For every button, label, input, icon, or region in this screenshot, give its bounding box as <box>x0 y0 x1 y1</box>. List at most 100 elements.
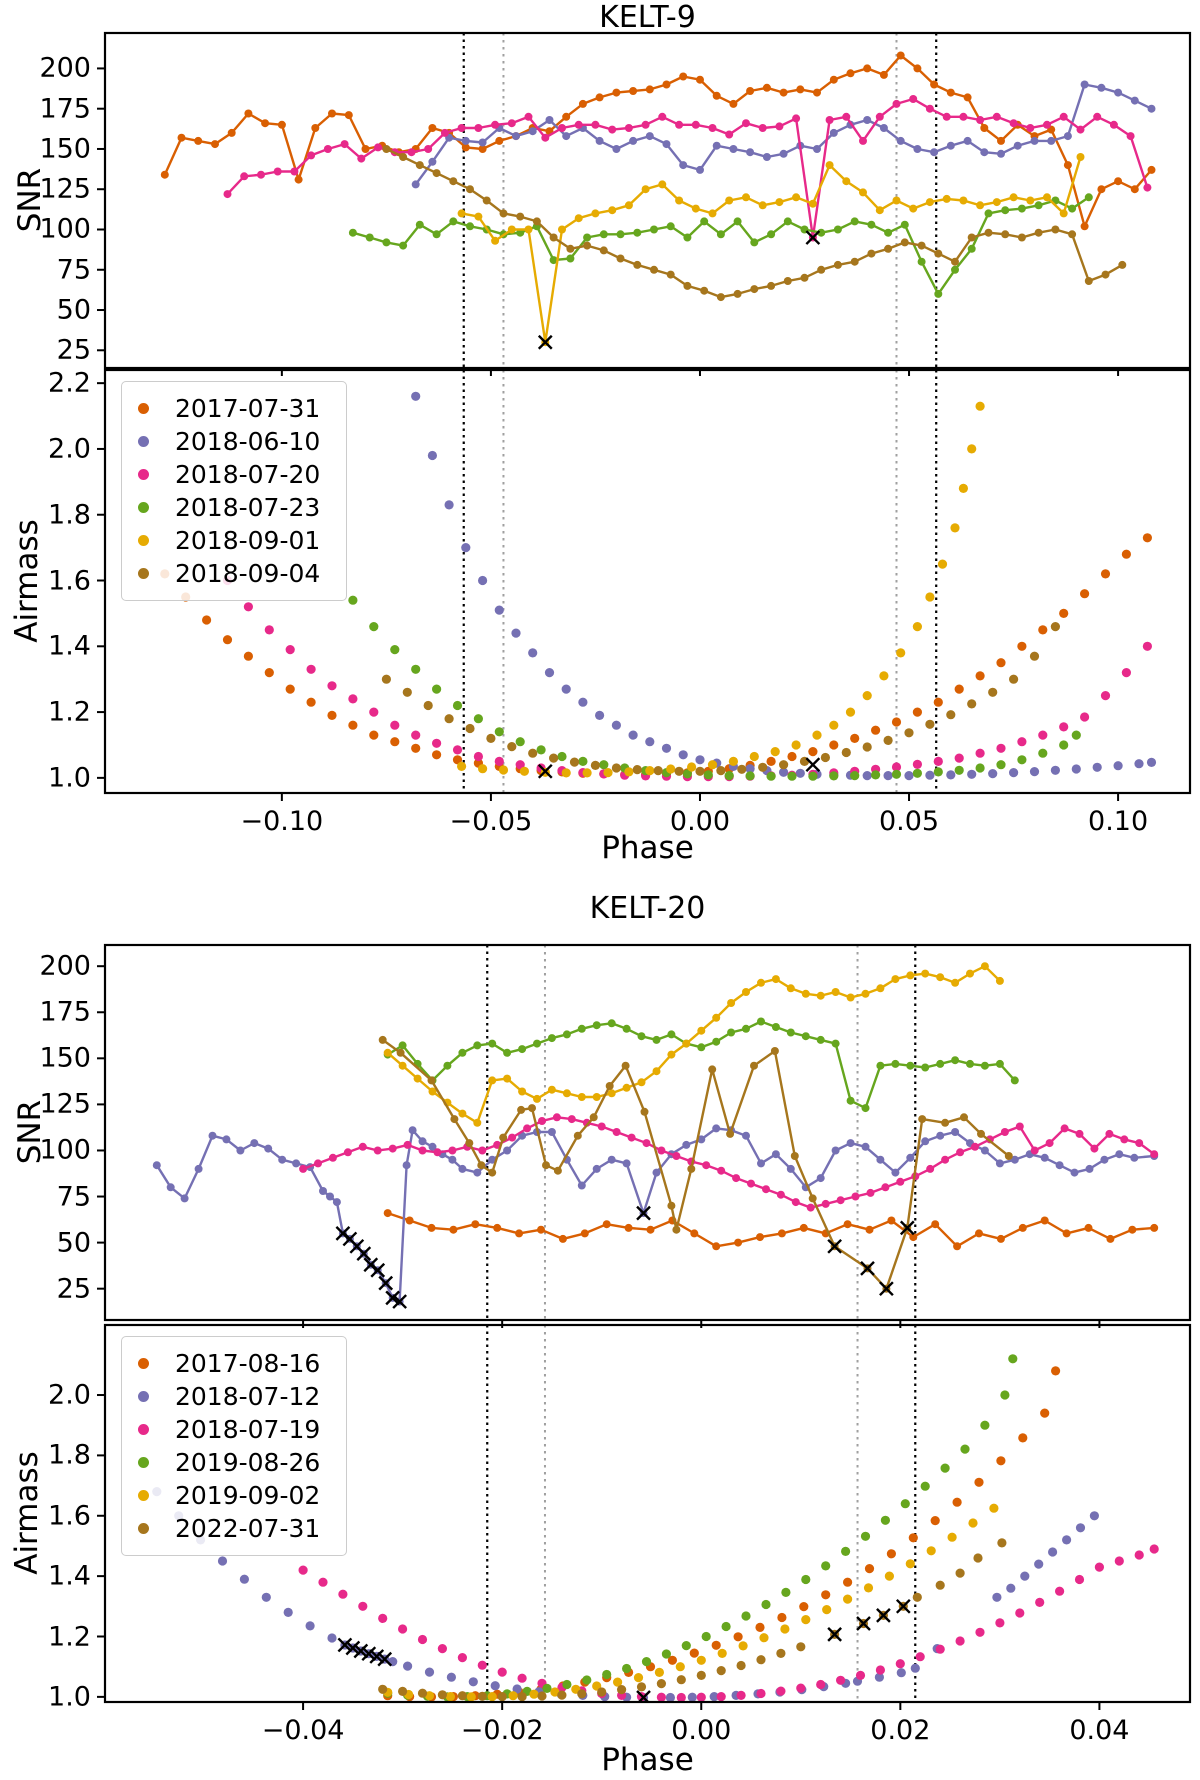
data-point <box>891 1059 900 1068</box>
x-tick-label: 0.04 <box>1069 1715 1130 1746</box>
y-tick-label: 2.0 <box>48 433 91 465</box>
data-point <box>428 124 437 132</box>
data-point <box>491 236 500 245</box>
data-point <box>656 1692 667 1702</box>
data-point <box>935 1580 945 1590</box>
data-point <box>1048 1547 1058 1557</box>
data-point <box>822 1605 832 1615</box>
legend-marker-dot <box>138 502 149 513</box>
data-point <box>825 116 834 124</box>
data-point <box>745 771 755 781</box>
data-point <box>920 1481 930 1491</box>
data-point <box>1045 1139 1054 1148</box>
data-point <box>398 1686 408 1696</box>
data-point <box>529 1689 539 1699</box>
data-point <box>841 747 851 758</box>
data-point <box>1008 1354 1018 1364</box>
data-point <box>166 1183 175 1192</box>
data-point <box>515 760 525 770</box>
data-point <box>424 1667 435 1677</box>
data-point <box>712 1013 721 1022</box>
data-point <box>1001 206 1010 215</box>
data-point <box>1034 201 1043 210</box>
data-point <box>243 602 253 612</box>
data-point <box>432 169 441 178</box>
data-point <box>457 124 466 132</box>
data-point <box>562 1679 572 1690</box>
data-point <box>845 707 856 717</box>
data-point <box>1009 193 1018 202</box>
data-point <box>650 225 658 234</box>
data-point <box>652 1168 661 1177</box>
data-point <box>528 648 538 658</box>
data-point <box>841 1546 851 1556</box>
data-point <box>497 1667 507 1677</box>
plot-area-kelt9-snr <box>160 33 1156 368</box>
y-tick-label: 175 <box>39 93 91 125</box>
data-point <box>641 185 650 194</box>
data-point <box>629 87 638 95</box>
data-point <box>884 244 893 253</box>
data-point <box>507 119 516 128</box>
data-point <box>1051 1366 1061 1376</box>
data-point <box>1097 83 1106 92</box>
data-point <box>427 1223 436 1232</box>
data-point <box>836 1675 846 1685</box>
data-point <box>816 991 825 1000</box>
legend-item: 2017-08-16 <box>138 1347 320 1380</box>
data-point <box>996 760 1006 770</box>
data-point <box>1097 185 1106 194</box>
series-2022-07-31 <box>378 1035 1013 1293</box>
data-point <box>646 1225 655 1234</box>
data-point <box>787 751 797 762</box>
data-point <box>946 88 955 97</box>
data-point <box>1009 674 1019 684</box>
data-point <box>432 230 441 239</box>
data-point <box>787 771 797 781</box>
data-point <box>457 761 467 771</box>
data-point <box>1090 1144 1099 1153</box>
data-point <box>750 285 759 294</box>
data-point <box>779 149 788 158</box>
data-point <box>921 1063 930 1072</box>
data-point <box>930 1516 940 1526</box>
data-point <box>912 622 923 632</box>
data-point <box>1062 1229 1071 1238</box>
x-tick-label: 0.02 <box>870 1715 931 1746</box>
data-point <box>933 756 943 766</box>
data-point <box>652 1035 661 1044</box>
data-point <box>633 1673 644 1683</box>
data-point <box>960 1444 970 1454</box>
data-point <box>327 1633 337 1643</box>
data-point <box>966 969 974 978</box>
legend-marker-dot <box>138 1358 149 1369</box>
data-point <box>700 286 709 295</box>
data-point <box>528 127 537 136</box>
data-point <box>1010 1076 1019 1085</box>
data-point <box>616 230 625 239</box>
data-point <box>674 766 684 776</box>
data-point <box>326 1192 334 1201</box>
data-point <box>399 241 408 250</box>
legend-marker-dot <box>138 1391 149 1402</box>
data-point <box>676 1692 686 1702</box>
data-point <box>771 1150 780 1159</box>
data-point <box>637 1032 646 1041</box>
data-point <box>1085 1164 1094 1173</box>
data-point <box>1035 1597 1045 1607</box>
data-point <box>1084 1223 1093 1232</box>
data-point <box>444 500 454 510</box>
data-point <box>777 1229 786 1238</box>
data-point <box>831 988 840 996</box>
data-point <box>306 697 316 707</box>
data-point <box>298 1565 308 1575</box>
outlier-x-marker <box>369 1649 385 1664</box>
data-point <box>862 771 872 781</box>
data-point <box>812 730 822 740</box>
data-point <box>405 1216 414 1225</box>
data-point <box>975 671 985 681</box>
data-point <box>1038 748 1048 758</box>
data-point <box>239 1574 249 1584</box>
data-point <box>874 1672 885 1682</box>
data-point <box>697 1043 706 1052</box>
